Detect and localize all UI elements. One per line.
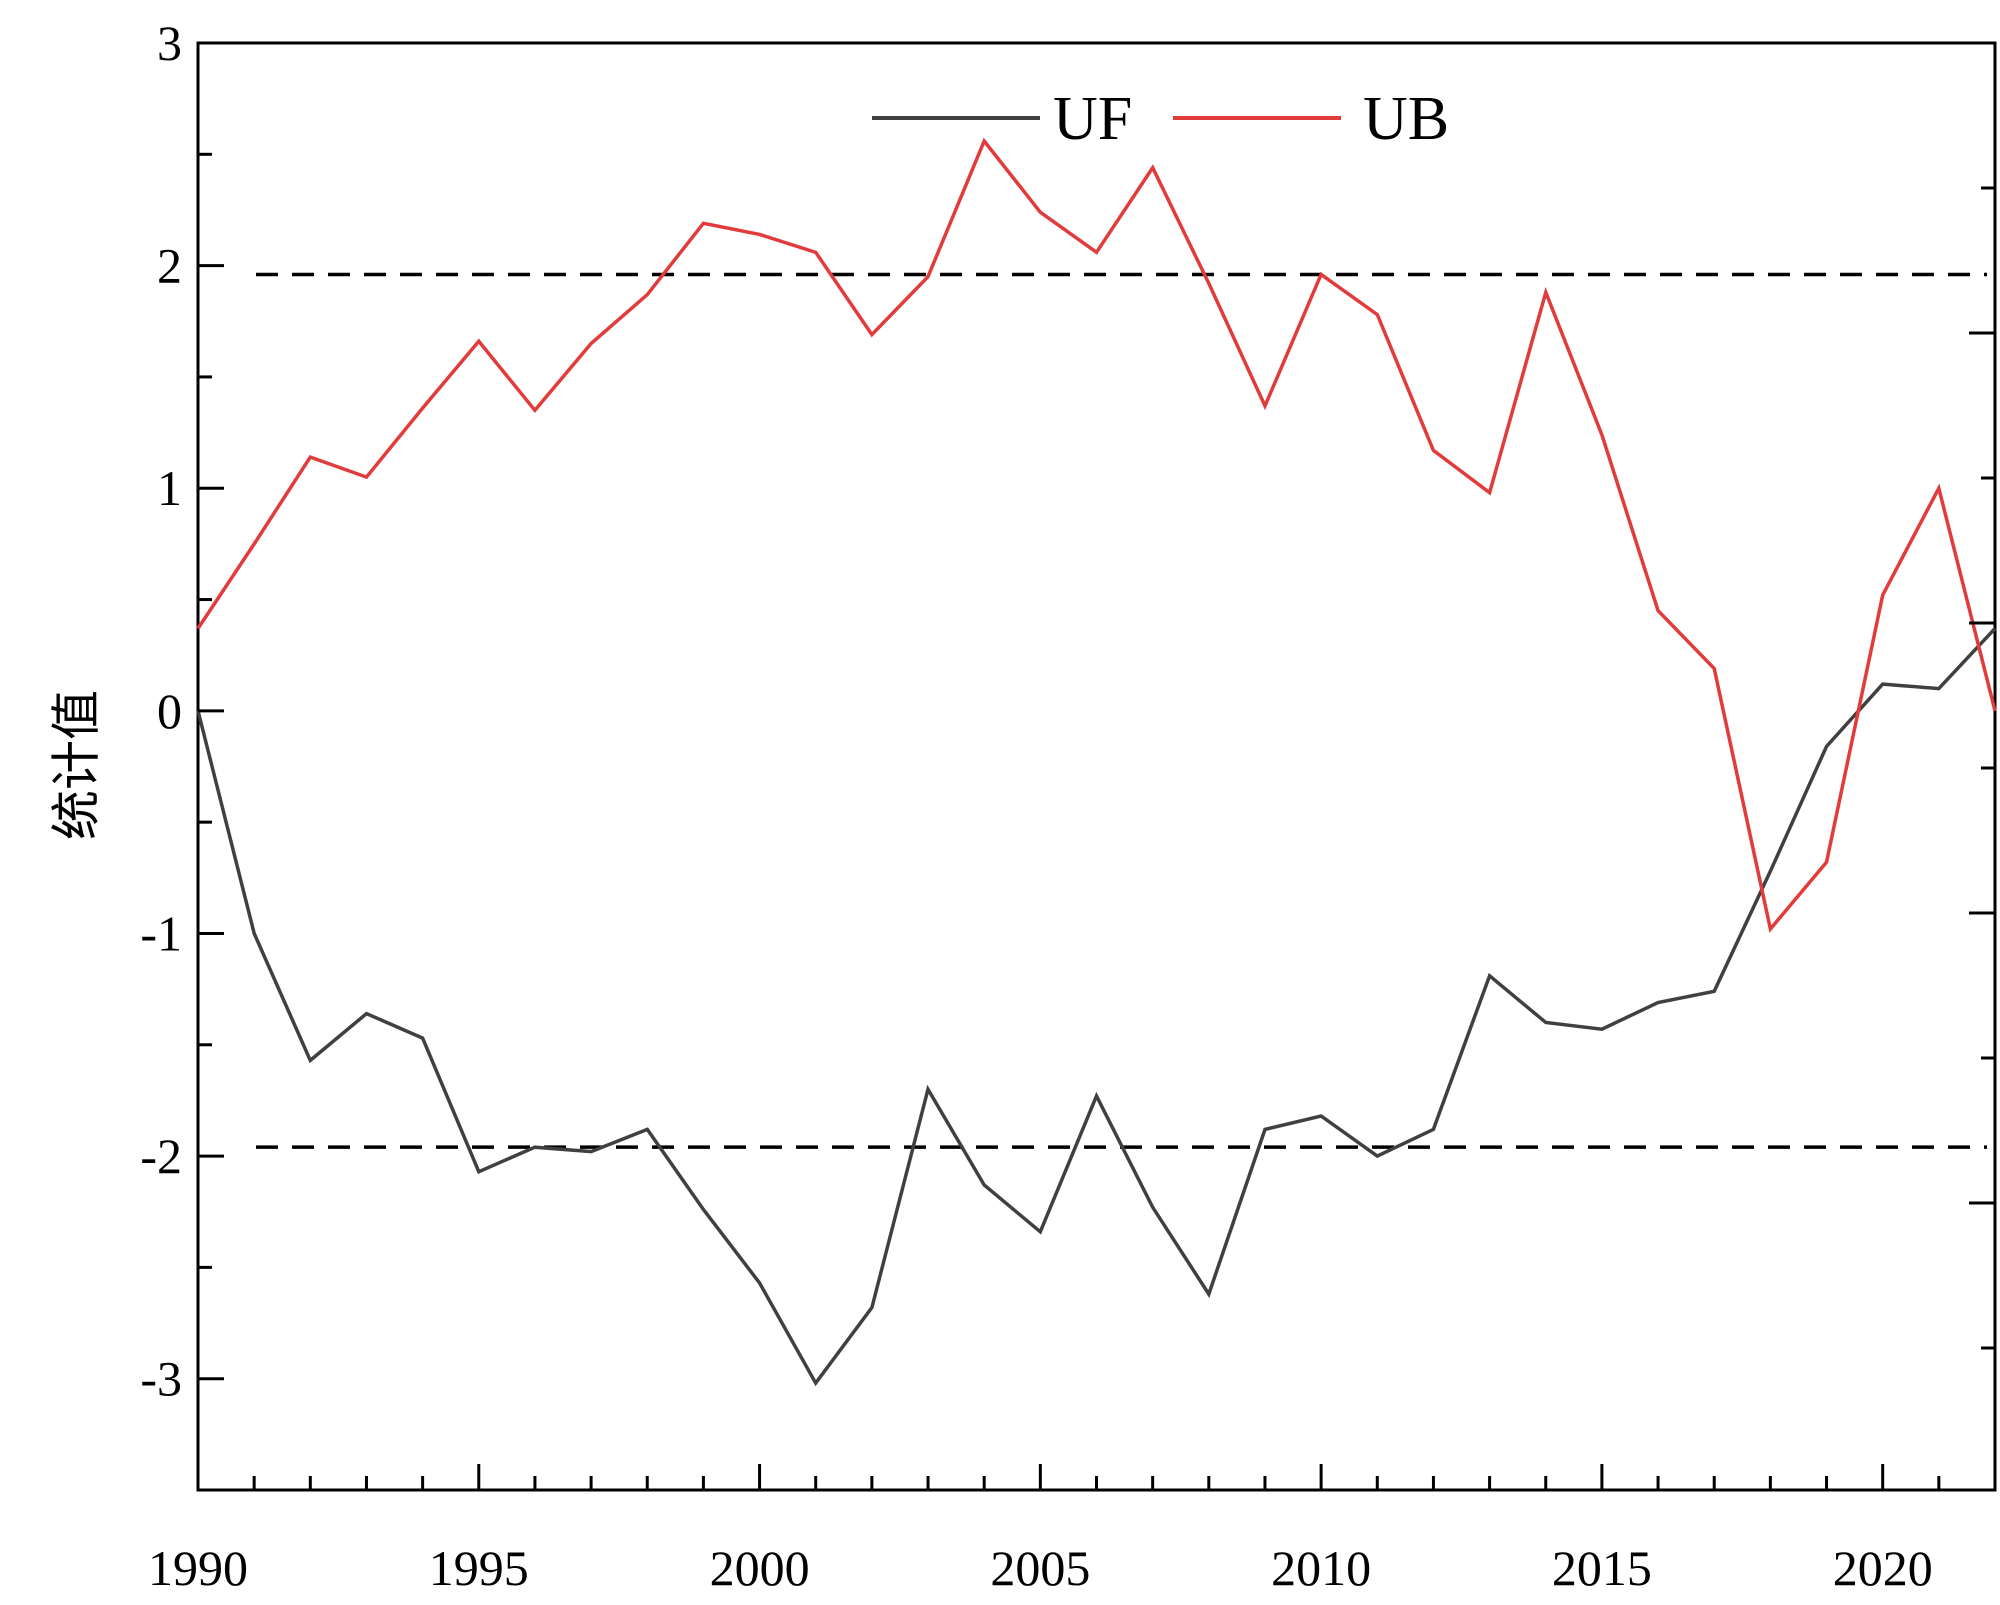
- plot-frame: [196, 41, 1997, 1492]
- y-tick-label: 1: [157, 460, 182, 516]
- y-tick-label: 3: [157, 15, 182, 71]
- y-tick-label: 0: [157, 683, 182, 739]
- x-tick-label: 2005: [990, 1540, 1090, 1596]
- series-lines: [196, 137, 1997, 1387]
- x-tick-label: 2000: [710, 1540, 810, 1596]
- y-tick-label: -1: [140, 905, 182, 961]
- series-line-ub: [196, 137, 1997, 933]
- legend-label-ub: UB: [1363, 85, 1449, 153]
- y-axis-tick-labels: -3 -2 -1 0 1 2 3: [140, 15, 182, 1407]
- y-axis-label: 统计值: [48, 690, 104, 840]
- x-axis-ticks: [196, 1464, 1997, 1490]
- x-tick-label: 1995: [429, 1540, 529, 1596]
- y-tick-label: 2: [157, 238, 182, 294]
- legend-label-uf: UF: [1053, 85, 1132, 153]
- legend: UF UB: [872, 85, 1449, 153]
- y-tick-label: -2: [140, 1128, 182, 1184]
- series-line-uf: [196, 627, 1997, 1387]
- x-axis-tick-labels: 1990 1995 2000 2005 2010 2015 2020: [148, 1540, 1933, 1596]
- y-tick-label: -3: [140, 1351, 182, 1407]
- plot-area: [196, 41, 1997, 1492]
- x-tick-label: 2015: [1552, 1540, 1652, 1596]
- x-tick-label: 2020: [1833, 1540, 1933, 1596]
- y-axis-ticks: [198, 41, 1995, 1492]
- x-tick-label: 1990: [148, 1540, 248, 1596]
- reference-lines: [256, 272, 1987, 1149]
- x-tick-label: 2010: [1271, 1540, 1371, 1596]
